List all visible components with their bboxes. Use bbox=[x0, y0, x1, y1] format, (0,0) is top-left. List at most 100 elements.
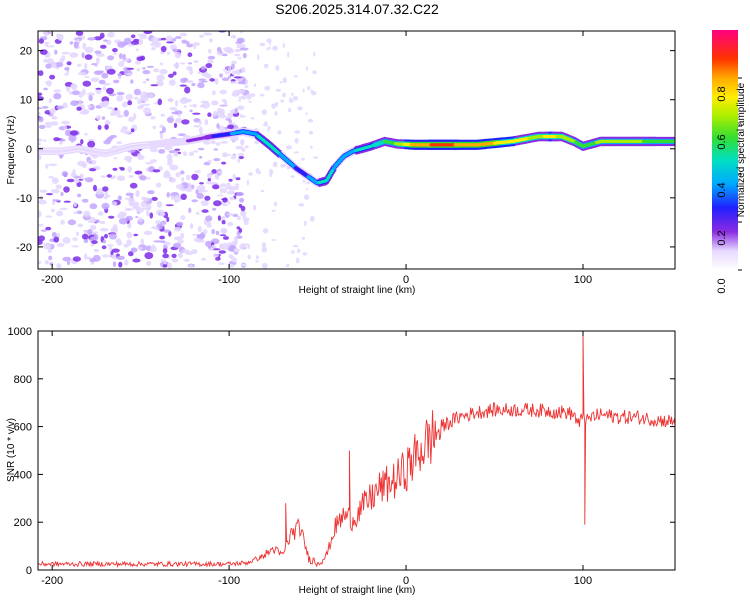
noise-speckle bbox=[173, 152, 179, 157]
ridge-core bbox=[327, 173, 332, 177]
noise-speckle bbox=[221, 188, 228, 194]
noise-speckle bbox=[116, 175, 126, 181]
noise-speckle bbox=[181, 119, 190, 125]
noise-speckle bbox=[198, 120, 202, 125]
noise-speckle bbox=[266, 38, 272, 44]
noise-speckle bbox=[261, 109, 267, 115]
noise-speckle bbox=[207, 112, 212, 117]
noise-speckle bbox=[257, 170, 261, 175]
noise-speckle bbox=[55, 184, 62, 190]
noise-speckle bbox=[133, 88, 141, 96]
noise-speckle bbox=[153, 68, 160, 73]
noise-speckle bbox=[104, 191, 108, 197]
noise-speckle bbox=[46, 45, 55, 48]
noise-speckle bbox=[307, 86, 311, 91]
ridge-core bbox=[671, 139, 675, 143]
noise-speckle bbox=[313, 51, 316, 57]
noise-speckle bbox=[56, 105, 64, 110]
noise-speckle bbox=[240, 113, 242, 118]
top-x-tick-label: -200 bbox=[41, 274, 63, 286]
noise-speckle bbox=[303, 220, 307, 226]
noise-speckle bbox=[227, 124, 235, 129]
noise-speckle bbox=[50, 208, 55, 213]
noise-speckle bbox=[294, 130, 301, 134]
noise-speckle bbox=[43, 31, 48, 37]
noise-speckle bbox=[163, 241, 171, 246]
noise-speckle bbox=[168, 79, 176, 86]
noise-speckle bbox=[107, 55, 115, 61]
noise-speckle bbox=[74, 176, 82, 179]
noise-speckle bbox=[136, 56, 144, 62]
noise-speckle bbox=[238, 156, 244, 160]
noise-speckle bbox=[147, 93, 154, 98]
noise-speckle bbox=[63, 186, 70, 193]
noise-speckle bbox=[241, 148, 246, 152]
noise-speckle bbox=[149, 246, 157, 252]
noise-speckle bbox=[38, 111, 41, 116]
noise-speckle bbox=[99, 102, 105, 107]
bottom-y-axis-label: SNR (10 * v/v) bbox=[6, 418, 17, 482]
noise-speckle bbox=[46, 80, 52, 87]
noise-speckle bbox=[235, 41, 242, 44]
noise-speckle bbox=[99, 220, 106, 225]
noise-speckle bbox=[292, 96, 299, 101]
noise-speckle bbox=[201, 80, 208, 83]
noise-speckle bbox=[62, 256, 71, 262]
noise-speckle bbox=[45, 193, 54, 196]
noise-speckle bbox=[171, 48, 181, 52]
noise-speckle bbox=[169, 164, 179, 171]
noise-speckle bbox=[101, 116, 106, 120]
noise-speckle bbox=[84, 177, 94, 183]
noise-speckle bbox=[228, 75, 231, 79]
noise-speckle bbox=[75, 231, 80, 236]
noise-speckle bbox=[162, 248, 168, 254]
noise-speckle bbox=[272, 161, 278, 168]
noise-speckle bbox=[38, 142, 42, 146]
noise-speckle bbox=[237, 81, 246, 85]
noise-speckle bbox=[142, 70, 151, 75]
noise-speckle bbox=[67, 219, 77, 226]
noise-speckle bbox=[311, 91, 317, 96]
bottom-y-tick-label: 1000 bbox=[8, 326, 32, 338]
noise-speckle bbox=[185, 41, 190, 45]
noise-speckle bbox=[236, 89, 246, 94]
noise-speckle bbox=[128, 251, 134, 257]
noise-speckle bbox=[101, 72, 109, 79]
top-x-axis-label: Height of straight line (km) bbox=[299, 285, 416, 296]
noise-speckle bbox=[271, 103, 276, 109]
noise-speckle bbox=[205, 240, 213, 248]
noise-speckle bbox=[56, 210, 64, 217]
noise-speckle bbox=[166, 216, 170, 223]
noise-speckle bbox=[138, 217, 143, 223]
noise-speckle bbox=[262, 228, 269, 234]
noise-speckle bbox=[143, 107, 152, 115]
noise-speckle bbox=[117, 41, 126, 48]
noise-speckle bbox=[205, 215, 213, 222]
noise-speckle bbox=[137, 99, 142, 105]
noise-speckle bbox=[102, 186, 109, 192]
noise-speckle bbox=[271, 238, 276, 242]
noise-speckle bbox=[302, 252, 308, 256]
noise-speckle bbox=[231, 60, 238, 65]
noise-speckle bbox=[191, 83, 196, 87]
bottom-x-tick-label: 100 bbox=[574, 575, 592, 587]
noise-speckle bbox=[140, 238, 145, 246]
noise-speckle bbox=[81, 233, 89, 240]
noise-speckle bbox=[107, 31, 115, 38]
noise-speckle bbox=[152, 169, 161, 173]
noise-speckle bbox=[137, 33, 147, 37]
bottom-x-tick-label: -100 bbox=[218, 575, 240, 587]
noise-speckle bbox=[219, 187, 223, 194]
noise-speckle bbox=[189, 223, 194, 229]
noise-speckle bbox=[167, 98, 174, 102]
noise-speckle bbox=[298, 203, 305, 207]
colorbar-tick-label: 0.2 bbox=[716, 230, 728, 245]
noise-speckle bbox=[310, 215, 315, 222]
noise-speckle bbox=[125, 192, 134, 197]
noise-speckle bbox=[141, 196, 147, 201]
noise-speckle bbox=[166, 192, 170, 198]
noise-speckle bbox=[155, 182, 162, 188]
noise-speckle bbox=[76, 106, 82, 111]
noise-speckle bbox=[205, 63, 213, 69]
